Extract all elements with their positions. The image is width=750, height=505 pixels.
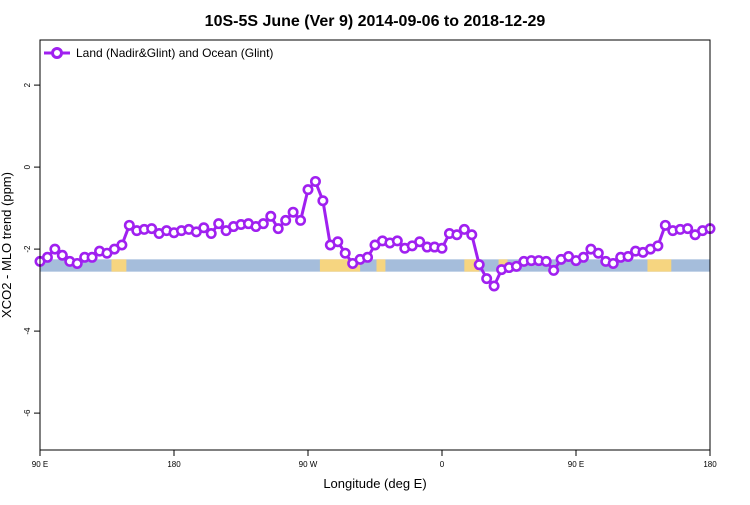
data-point (577, 251, 589, 263)
data-point (607, 257, 619, 269)
legend-label: Land (Nadir&Glint) and Ocean (Glint) (76, 46, 273, 60)
x-axis: 90 E 180 90 W 0 90 E 180 (32, 450, 717, 469)
y-tick-label: -4 (23, 327, 32, 335)
data-point (414, 236, 426, 248)
y-axis: 2 0 -2 -4 -6 (23, 82, 40, 417)
x-tick-label: 90 E (32, 460, 48, 469)
data-point (362, 251, 374, 263)
data-point (123, 219, 135, 231)
data-point (257, 218, 269, 230)
data-point (451, 229, 463, 241)
x-tick-label: 180 (167, 460, 181, 469)
y-tick-label: -6 (23, 409, 32, 417)
data-point (540, 255, 552, 267)
data-point (86, 251, 98, 263)
data-point (682, 223, 694, 235)
data-point (280, 214, 292, 226)
data-point (309, 175, 321, 187)
data-point (548, 264, 560, 276)
land-band-segment (376, 259, 386, 272)
y-tick-label: 0 (23, 164, 32, 169)
data-point (622, 250, 634, 262)
legend: Land (Nadir&Glint) and Ocean (Glint) (44, 46, 273, 60)
data-point (205, 228, 217, 240)
x-tick-label: 90 E (568, 460, 584, 469)
data-point (41, 251, 53, 263)
land-band-segment (111, 259, 127, 272)
y-axis-label: XCO2 - MLO trend (ppm) (0, 172, 14, 318)
y-tick-label: 2 (23, 82, 32, 87)
data-point (510, 260, 522, 272)
data-point (71, 257, 83, 269)
x-tick-label: 90 W (299, 460, 318, 469)
data-point (146, 223, 158, 235)
x-axis-label: Longitude (deg E) (323, 476, 426, 491)
x-tick-label: 0 (440, 460, 445, 469)
y-tick-label: -2 (23, 245, 32, 253)
data-point (592, 247, 604, 259)
data-point (458, 223, 470, 235)
data-point (287, 206, 299, 218)
x-tick-label: 180 (703, 460, 717, 469)
data-point (466, 229, 478, 241)
data-point (436, 242, 448, 254)
data-point (317, 195, 329, 207)
data-point (302, 184, 314, 196)
land-band-segment (647, 259, 672, 272)
data-point (272, 223, 284, 235)
data-point (473, 259, 485, 271)
data-point (652, 240, 664, 252)
data-point (481, 273, 493, 285)
data-point (295, 214, 307, 226)
data-point (198, 222, 210, 234)
legend-marker-swatch (51, 47, 63, 59)
data-point (213, 218, 225, 230)
data-point (339, 247, 351, 259)
data-point (265, 210, 277, 222)
plot-frame (39, 39, 711, 451)
chart-title: 10S-5S June (Ver 9) 2014-09-06 to 2018-1… (205, 13, 546, 30)
data-point (49, 243, 61, 255)
data-point (488, 280, 500, 292)
data-point (391, 235, 403, 247)
data-point (56, 249, 68, 261)
data-point (116, 239, 128, 251)
series-layer (34, 175, 716, 292)
data-point (332, 236, 344, 248)
data-point (659, 219, 671, 231)
